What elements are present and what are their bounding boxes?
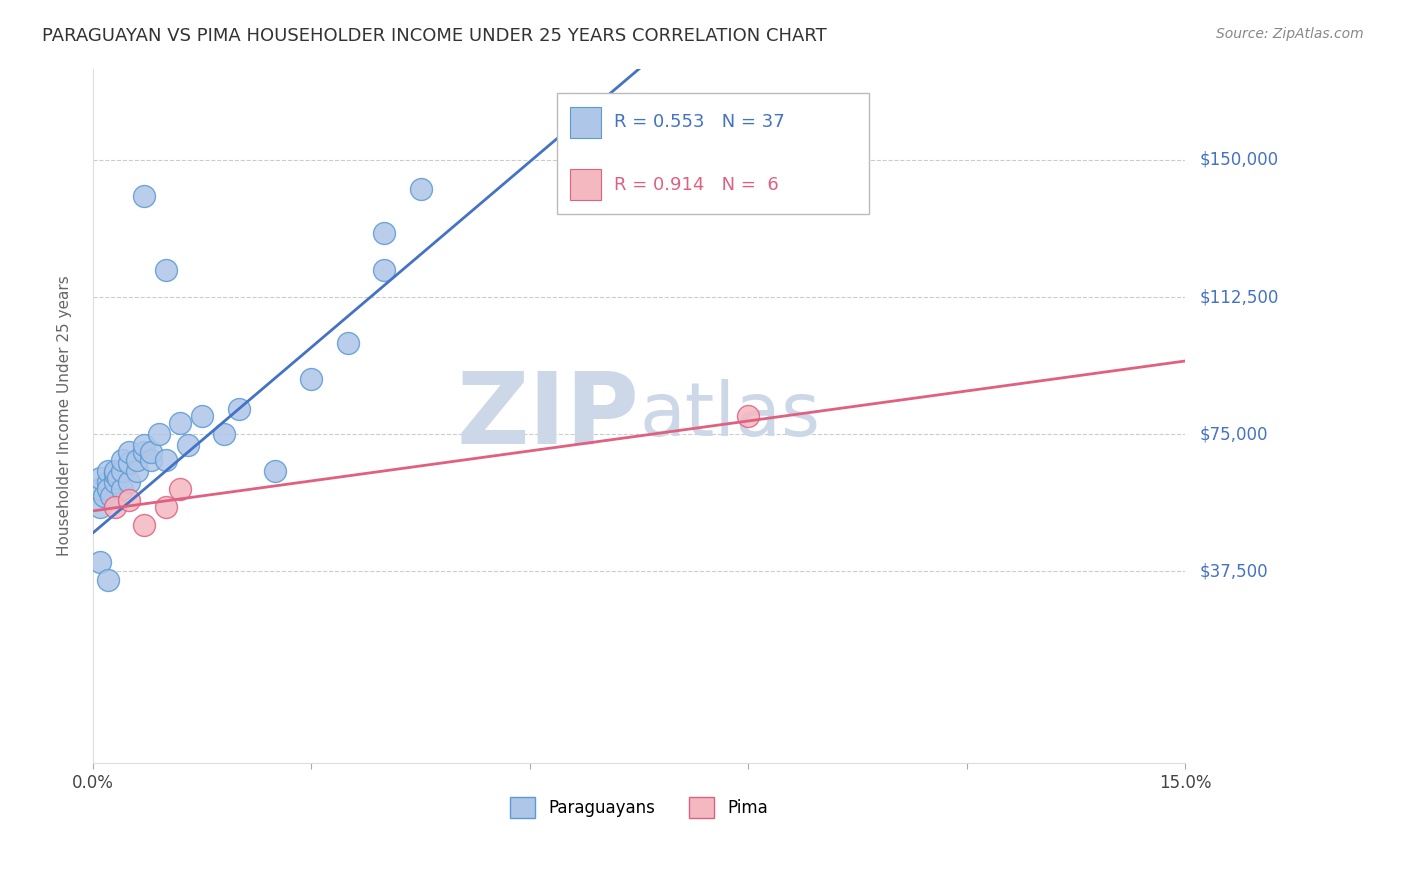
- Point: [118, 475, 141, 489]
- Point: [118, 445, 141, 459]
- Text: $75,000: $75,000: [1199, 425, 1268, 443]
- Point: [125, 464, 148, 478]
- Point: [104, 475, 127, 489]
- Point: [111, 452, 134, 467]
- Text: atlas: atlas: [640, 379, 820, 452]
- Point: [148, 427, 170, 442]
- Point: [111, 464, 134, 478]
- Point: [125, 452, 148, 467]
- Point: [97, 482, 120, 496]
- Text: PARAGUAYAN VS PIMA HOUSEHOLDER INCOME UNDER 25 YEARS CORRELATION CHART: PARAGUAYAN VS PIMA HOUSEHOLDER INCOME UN…: [42, 27, 827, 45]
- Text: $112,500: $112,500: [1199, 288, 1278, 306]
- Point: [104, 464, 127, 478]
- Point: [132, 438, 155, 452]
- Point: [141, 452, 163, 467]
- Point: [93, 489, 115, 503]
- Y-axis label: Householder Income Under 25 years: Householder Income Under 25 years: [58, 276, 72, 557]
- Point: [191, 409, 214, 423]
- Point: [89, 555, 111, 569]
- Point: [155, 500, 177, 515]
- Point: [132, 189, 155, 203]
- Text: $37,500: $37,500: [1199, 562, 1268, 580]
- Point: [100, 489, 122, 503]
- Point: [301, 372, 323, 386]
- Text: ZIP: ZIP: [457, 368, 640, 465]
- Point: [373, 226, 395, 240]
- Point: [89, 500, 111, 515]
- Text: $150,000: $150,000: [1199, 151, 1278, 169]
- Point: [373, 262, 395, 277]
- Point: [228, 401, 250, 416]
- Point: [104, 467, 127, 482]
- Point: [118, 492, 141, 507]
- Point: [89, 471, 111, 485]
- Point: [155, 452, 177, 467]
- FancyBboxPatch shape: [571, 107, 600, 138]
- Point: [155, 262, 177, 277]
- FancyBboxPatch shape: [557, 93, 869, 214]
- Text: Source: ZipAtlas.com: Source: ZipAtlas.com: [1216, 27, 1364, 41]
- Point: [132, 518, 155, 533]
- Point: [97, 464, 120, 478]
- Point: [89, 482, 111, 496]
- Legend: Paraguayans, Pima: Paraguayans, Pima: [503, 790, 775, 824]
- Point: [176, 438, 198, 452]
- Point: [141, 445, 163, 459]
- Text: R = 0.553   N = 37: R = 0.553 N = 37: [614, 113, 785, 131]
- Point: [336, 335, 359, 350]
- Point: [264, 464, 287, 478]
- FancyBboxPatch shape: [571, 169, 600, 201]
- Point: [409, 182, 432, 196]
- Point: [111, 482, 134, 496]
- Point: [212, 427, 235, 442]
- Point: [118, 456, 141, 470]
- Point: [97, 475, 120, 489]
- Point: [104, 500, 127, 515]
- Point: [132, 445, 155, 459]
- Text: R = 0.914   N =  6: R = 0.914 N = 6: [614, 176, 779, 194]
- Point: [169, 482, 191, 496]
- Point: [97, 574, 120, 588]
- Point: [107, 471, 129, 485]
- Point: [169, 416, 191, 430]
- Point: [737, 409, 759, 423]
